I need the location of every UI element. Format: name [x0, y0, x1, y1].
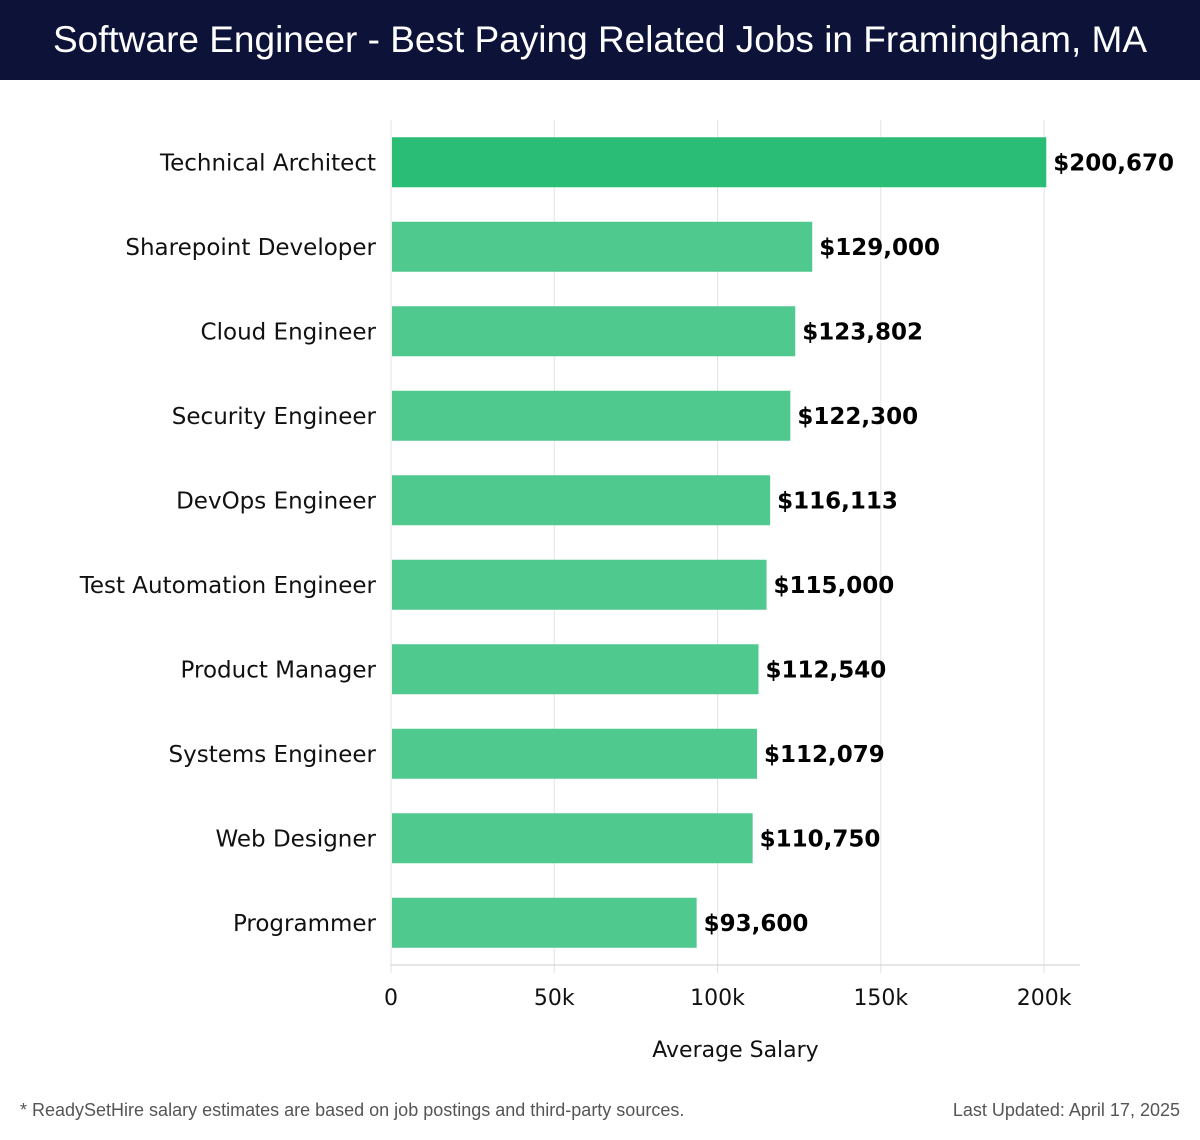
- bar: [392, 897, 697, 948]
- category-label: Cloud Engineer: [201, 319, 377, 345]
- footnote: * ReadySetHire salary estimates are base…: [20, 1100, 685, 1120]
- x-tick-label: 200k: [1017, 986, 1072, 1011]
- bar: [392, 644, 759, 695]
- category-label: Programmer: [233, 911, 377, 937]
- category-label: Sharepoint Developer: [125, 235, 376, 261]
- x-tick-label: 150k: [853, 986, 908, 1011]
- value-label: $115,000: [774, 573, 895, 599]
- value-label: $112,540: [765, 657, 886, 683]
- bar: [392, 728, 757, 779]
- category-label: Technical Architect: [159, 150, 376, 176]
- x-tick-label: 0: [384, 986, 398, 1011]
- value-label: $122,300: [797, 404, 918, 430]
- category-label: Security Engineer: [172, 404, 377, 430]
- value-label: $200,670: [1053, 150, 1174, 176]
- value-label: $93,600: [704, 911, 809, 937]
- category-label: Systems Engineer: [169, 742, 377, 768]
- x-axis-title: Average Salary: [652, 1038, 818, 1063]
- x-tick-label: 50k: [534, 986, 575, 1011]
- bar-chart: 0 50k 100k 150k 200k Average Salary Technical …: [79, 120, 1174, 1063]
- value-label: $110,750: [760, 826, 881, 852]
- value-label: $112,079: [764, 742, 885, 768]
- chart-title: Software Engineer - Best Paying Related …: [52, 19, 1148, 60]
- category-label: Product Manager: [181, 657, 377, 683]
- bar: [392, 475, 771, 526]
- value-label: $129,000: [819, 235, 940, 261]
- bar: [392, 137, 1047, 188]
- category-label: Test Automation Engineer: [79, 573, 377, 599]
- x-tick-label: 100k: [690, 986, 745, 1011]
- category-label: DevOps Engineer: [176, 488, 376, 514]
- bar: [392, 813, 753, 864]
- bar: [392, 390, 791, 441]
- value-label: $123,802: [802, 319, 923, 345]
- last-updated: Last Updated: April 17, 2025: [952, 1100, 1180, 1120]
- bar: [392, 221, 813, 272]
- value-label: $116,113: [777, 488, 898, 514]
- bar: [392, 559, 767, 610]
- category-label: Web Designer: [216, 826, 377, 852]
- title-bar: Software Engineer - Best Paying Related …: [0, 0, 1200, 80]
- bar: [392, 306, 796, 357]
